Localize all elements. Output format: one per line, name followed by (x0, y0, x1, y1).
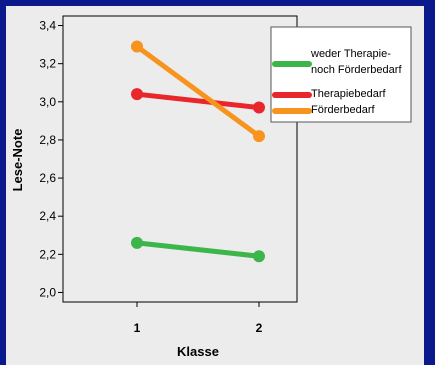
y-tick-label: 2,2 (39, 247, 56, 261)
data-point (253, 101, 265, 114)
x-axis-title: Klasse (177, 344, 219, 359)
data-point (253, 130, 265, 143)
series-line (134, 240, 262, 259)
legend-label: Therapiebedarf (311, 88, 387, 100)
y-tick-label: 3,2 (39, 57, 56, 71)
y-tick-label: 2,0 (39, 285, 56, 299)
data-point (131, 88, 143, 101)
y-tick-label: 2,4 (39, 209, 56, 223)
y-tick-label: 3,0 (39, 95, 56, 109)
data-point (253, 250, 265, 263)
y-tick-label: 2,6 (39, 171, 56, 185)
y-tick-label: 3,4 (39, 19, 56, 33)
x-tick-label: 2 (256, 321, 263, 335)
legend-label: Förderbedarf (311, 104, 376, 116)
series-line (134, 44, 262, 139)
series-line (134, 91, 262, 111)
y-tick-label: 2,8 (39, 133, 56, 147)
legend-box (270, 26, 412, 123)
legend-label: weder Therapie- (310, 48, 391, 60)
x-tick-label: 1 (134, 321, 141, 335)
legend-label: noch Förderbedarf (311, 64, 402, 76)
data-point (131, 40, 143, 53)
data-point (131, 236, 143, 249)
y-axis-title: Lese-Note (10, 129, 25, 192)
